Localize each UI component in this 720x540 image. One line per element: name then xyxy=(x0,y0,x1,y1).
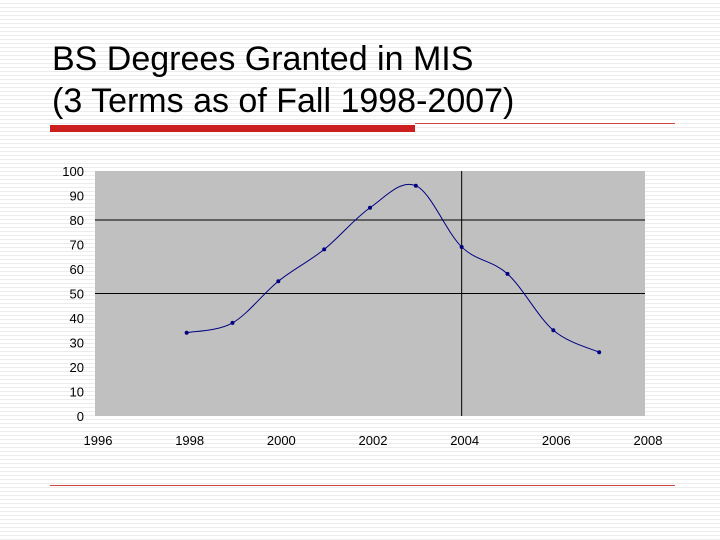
data-point xyxy=(413,183,418,188)
y-tick-label: 60 xyxy=(70,262,84,277)
y-tick-label: 40 xyxy=(70,311,84,326)
data-point xyxy=(459,244,464,249)
data-point xyxy=(184,330,189,335)
title-accent-bar xyxy=(50,125,415,132)
slide-title: BS Degrees Granted in MIS (3 Terms as of… xyxy=(52,38,514,122)
data-point xyxy=(597,350,602,355)
x-tick-label: 2008 xyxy=(634,433,663,448)
y-tick-label: 50 xyxy=(70,287,84,302)
data-point xyxy=(230,320,235,325)
y-tick-label: 0 xyxy=(77,409,84,424)
y-tick-label: 70 xyxy=(70,238,84,253)
data-points xyxy=(184,183,602,355)
y-tick-label: 30 xyxy=(70,336,84,351)
y-tick-label: 10 xyxy=(70,385,84,400)
y-tick-label: 100 xyxy=(62,164,84,179)
y-tick-label: 90 xyxy=(70,189,84,204)
data-point xyxy=(276,279,281,284)
title-accent-line xyxy=(415,123,675,124)
x-axis-tick-labels: 1996 1998 2000 2002 2004 2006 2008 xyxy=(84,433,663,448)
y-axis-tick-labels: 0 10 20 30 40 50 60 70 80 90 100 xyxy=(62,164,84,424)
x-tick-label: 2002 xyxy=(359,433,388,448)
data-point xyxy=(551,328,556,333)
x-tick-label: 1998 xyxy=(175,433,204,448)
x-tick-label: 2000 xyxy=(267,433,296,448)
data-point xyxy=(368,205,372,210)
y-tick-label: 80 xyxy=(70,213,84,228)
x-tick-label: 1996 xyxy=(84,433,113,448)
data-point xyxy=(322,247,327,252)
grid-lines xyxy=(95,171,645,416)
y-tick-label: 20 xyxy=(70,360,84,375)
series-line xyxy=(186,183,600,353)
slide-title-line-1: BS Degrees Granted in MIS xyxy=(52,40,474,78)
data-point xyxy=(505,271,510,276)
footer-divider-line xyxy=(50,485,675,486)
x-tick-label: 2006 xyxy=(542,433,571,448)
slide-title-line-2: (3 Terms as of Fall 1998-2007) xyxy=(52,82,515,120)
x-tick-label: 2004 xyxy=(450,433,479,448)
